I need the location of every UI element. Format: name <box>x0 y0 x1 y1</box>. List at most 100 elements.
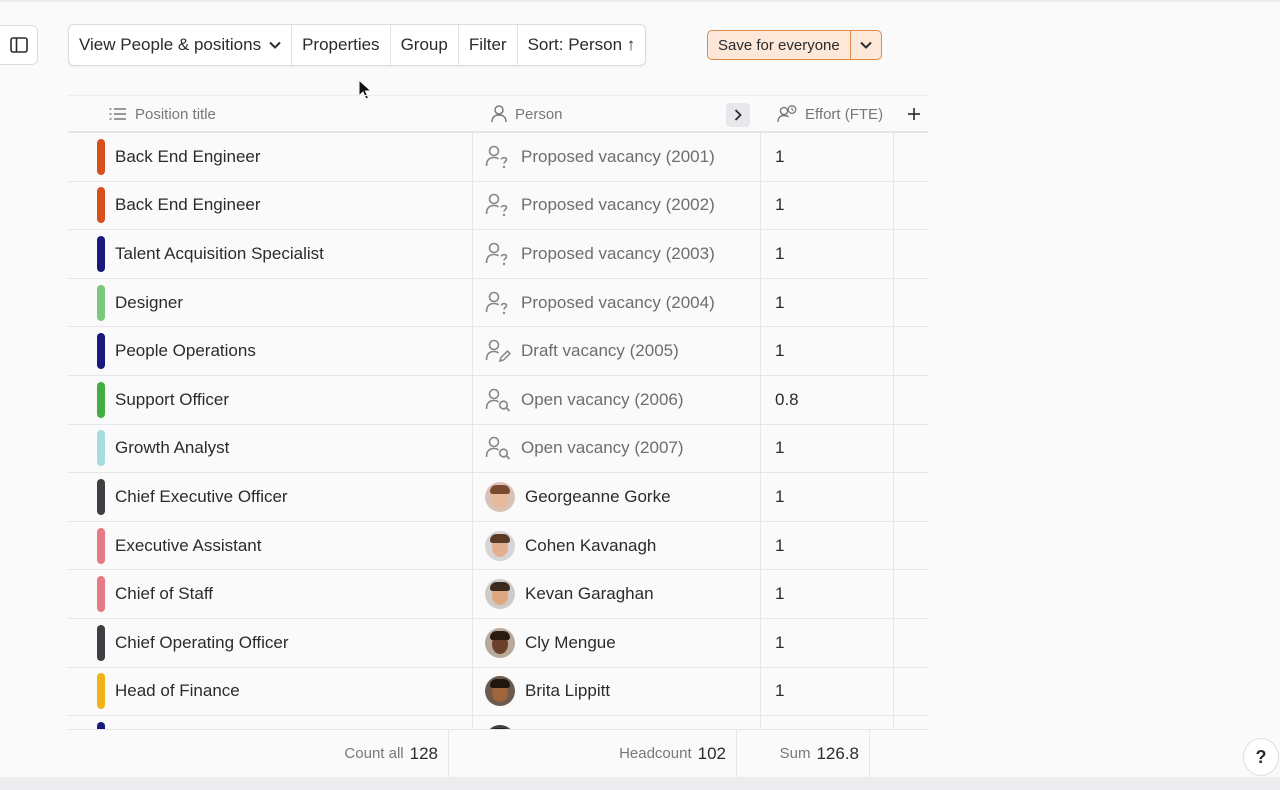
effort-cell[interactable]: 1 <box>761 618 894 667</box>
effort-value: 1 <box>775 341 785 361</box>
person-cell[interactable]: Kevan Garaghan <box>473 570 761 618</box>
properties-button[interactable]: Properties <box>292 25 391 65</box>
save-view-group: Save for everyone <box>707 30 882 60</box>
position-color-bar <box>97 527 105 564</box>
horizontal-scrollbar[interactable] <box>0 777 1280 790</box>
position-title-cell[interactable]: Executive Assistant <box>68 521 473 570</box>
table-row[interactable]: People Operations Draft vacancy (2005) 1 <box>68 327 928 376</box>
person-cell[interactable]: Proposed vacancy (2002) <box>473 181 761 230</box>
effort-cell[interactable]: 1 <box>761 570 894 618</box>
position-title: Head of Finance <box>115 681 240 701</box>
table-row[interactable]: Chief of Staff Kevan Garaghan 1 <box>68 570 928 619</box>
position-title-cell[interactable] <box>68 716 473 730</box>
position-title-cell[interactable]: Growth Analyst <box>68 424 473 473</box>
filter-button[interactable]: Filter <box>459 25 518 65</box>
empty-cell <box>894 133 928 181</box>
avatar <box>485 481 515 512</box>
effort-cell[interactable]: 1 <box>761 133 894 181</box>
column-header-person[interactable]: Person <box>491 96 563 132</box>
person-cell[interactable]: Cly Mengue <box>473 618 761 667</box>
position-color-bar <box>97 673 105 710</box>
sum-value: 126.8 <box>816 743 859 763</box>
person-cell[interactable]: Open vacancy (2007) <box>473 424 761 473</box>
position-title-cell[interactable]: Talent Acquisition Specialist <box>68 230 473 278</box>
position-color-bar <box>97 430 105 467</box>
table-row[interactable]: Chief Operating Officer Cly Mengue 1 <box>68 618 928 668</box>
save-label: Save for everyone <box>718 36 840 54</box>
headcount-summary[interactable]: Headcount 102 <box>449 730 737 777</box>
person-cell[interactable]: Open vacancy (2006) <box>473 375 761 424</box>
empty-cell <box>894 182 928 230</box>
position-title-cell[interactable]: People Operations <box>68 327 473 375</box>
person-cell[interactable]: Proposed vacancy (2004) <box>473 278 761 327</box>
effort-cell[interactable]: 1 <box>761 278 894 327</box>
effort-cell[interactable]: 1 <box>761 473 894 521</box>
table-row[interactable]: Talent Acquisition Specialist Proposed va… <box>68 230 928 279</box>
table-row[interactable]: Back End Engineer Proposed vacancy (2001)… <box>68 133 928 182</box>
position-title-cell[interactable]: Chief Operating Officer <box>68 618 473 667</box>
effort-value: 1 <box>775 486 785 506</box>
sidebar-toggle-button[interactable] <box>0 25 38 65</box>
position-color-bar <box>97 624 105 661</box>
table-body: Back End Engineer Proposed vacancy (2001)… <box>68 133 928 730</box>
expand-column-button[interactable] <box>726 103 750 127</box>
table-row[interactable]: Growth Analyst Open vacancy (2007) 1 <box>68 424 928 474</box>
position-title-cell[interactable]: Head of Finance <box>68 667 473 716</box>
table-row[interactable]: Executive Assistant Cohen Kavanagh 1 <box>68 521 928 571</box>
table-row[interactable]: Designer Proposed vacancy (2004) 1 <box>68 278 928 328</box>
effort-cell[interactable]: 1 <box>761 521 894 570</box>
effort-cell[interactable]: 1 <box>761 667 894 716</box>
position-title-cell[interactable]: Back End Engineer <box>68 133 473 181</box>
vacancy-label: Open vacancy (2007) <box>521 438 684 458</box>
table-row[interactable] <box>68 716 928 730</box>
person-cell[interactable]: Proposed vacancy (2001) <box>473 133 761 181</box>
empty-cell <box>894 425 928 473</box>
avatar <box>485 579 515 610</box>
add-column-button[interactable] <box>902 102 926 126</box>
effort-cell[interactable]: 1 <box>761 327 894 375</box>
avatar <box>485 676 515 707</box>
chevron-down-icon <box>860 41 872 49</box>
position-title-cell[interactable]: Chief of Staff <box>68 570 473 618</box>
effort-cell[interactable]: 1 <box>761 181 894 230</box>
position-title-cell[interactable]: Chief Executive Officer <box>68 473 473 521</box>
sort-button[interactable]: Sort: Person ↑ <box>518 25 646 65</box>
group-button[interactable]: Group <box>391 25 459 65</box>
person-name: Brita Lippitt <box>525 681 611 701</box>
person-cell[interactable]: Georgeanne Gorke <box>473 473 761 521</box>
person-cell[interactable]: Draft vacancy (2005) <box>473 327 761 375</box>
effort-cell[interactable]: 0.8 <box>761 375 894 424</box>
save-options-dropdown[interactable] <box>851 31 881 59</box>
avatar <box>485 627 515 658</box>
open-vacancy-icon <box>485 387 511 413</box>
person-cell[interactable] <box>473 716 761 730</box>
column-header-position-title[interactable]: Position title <box>109 96 216 132</box>
position-title: Talent Acquisition Specialist <box>115 243 324 263</box>
position-title: Chief of Staff <box>115 584 213 604</box>
view-toolbar: View People & positions Properties Group… <box>68 24 647 66</box>
person-cell[interactable]: Brita Lippitt <box>473 667 761 716</box>
proposed-vacancy-icon <box>485 144 511 170</box>
effort-cell[interactable]: 1 <box>761 424 894 473</box>
table-row[interactable]: Support Officer Open vacancy (2006) 0.8 <box>68 375 928 425</box>
person-cell[interactable]: Proposed vacancy (2003) <box>473 230 761 278</box>
view-selector-button[interactable]: View People & positions <box>69 25 293 65</box>
position-title: Growth Analyst <box>115 438 230 458</box>
effort-cell[interactable]: 1 <box>761 230 894 278</box>
position-color-bar <box>97 721 105 730</box>
save-for-everyone-button[interactable]: Save for everyone <box>708 31 851 59</box>
help-button[interactable]: ? <box>1243 738 1279 776</box>
position-title-cell[interactable]: Support Officer <box>68 375 473 424</box>
table-row[interactable]: Head of Finance Brita Lippitt 1 <box>68 667 928 717</box>
headcount-label: Headcount <box>619 745 692 762</box>
column-header-effort[interactable]: Effort (FTE) <box>777 96 883 132</box>
effort-cell[interactable] <box>761 716 894 730</box>
table-row[interactable]: Chief Executive Officer Georgeanne Gorke 1 <box>68 473 928 522</box>
empty-cell <box>894 716 928 730</box>
position-title-cell[interactable]: Back End Engineer <box>68 181 473 230</box>
position-title-cell[interactable]: Designer <box>68 278 473 327</box>
count-all-summary[interactable]: Count all 128 <box>68 730 449 777</box>
table-row[interactable]: Back End Engineer Proposed vacancy (2002)… <box>68 181 928 231</box>
sum-summary[interactable]: Sum 126.8 <box>737 730 870 777</box>
person-cell[interactable]: Cohen Kavanagh <box>473 521 761 570</box>
